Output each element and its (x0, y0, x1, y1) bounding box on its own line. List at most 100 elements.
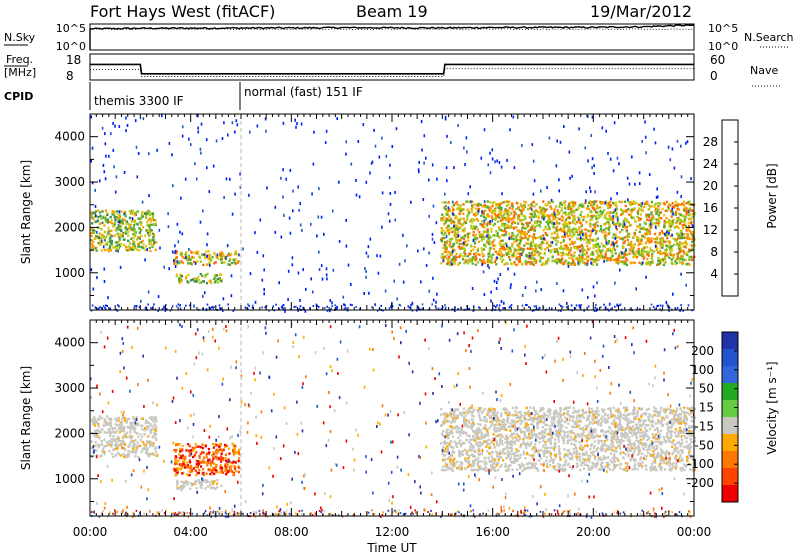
echo-cell (141, 424, 144, 427)
echo-cell (587, 259, 590, 262)
echo-cell (598, 249, 601, 252)
echo-cell (506, 413, 509, 416)
echo-cell (456, 228, 459, 232)
noise-cell (317, 215, 320, 219)
noise-cell (105, 154, 107, 158)
echo-cell (680, 254, 683, 257)
echo-cell (90, 235, 93, 238)
noise-cell (262, 254, 265, 258)
echo-cell (504, 208, 507, 211)
echo-cell (517, 439, 520, 442)
echo-cell (624, 200, 627, 203)
echo-cell (478, 235, 482, 239)
echo-cell (656, 210, 659, 213)
echo-cell (615, 258, 618, 261)
echo-cell (670, 258, 673, 261)
echo-cell (501, 248, 504, 251)
echo-cell (94, 420, 97, 423)
echo-cell (496, 411, 499, 414)
noise-cell (287, 298, 289, 301)
echo-cell (467, 262, 470, 265)
echo-cell (614, 421, 617, 425)
echo-cell (468, 232, 471, 235)
echo-cell (671, 445, 674, 449)
echo-cell (506, 200, 509, 203)
echo-cell (523, 426, 526, 429)
echo-cell (188, 469, 191, 473)
noise-cell (673, 166, 676, 170)
echo-cell (97, 435, 100, 438)
echo-cell (511, 242, 514, 246)
echo-cell (222, 458, 225, 462)
echo-cell (213, 480, 216, 483)
echo-cell (113, 211, 116, 214)
echo-cell (675, 239, 678, 242)
noise-cell (428, 178, 430, 182)
noise-cell (381, 225, 383, 229)
echo-cell (212, 457, 215, 460)
ground-cell (344, 306, 347, 309)
echo-cell (90, 446, 93, 450)
echo-cell (199, 481, 203, 484)
echo-cell (442, 246, 445, 250)
echo-cell (592, 260, 595, 263)
echo-cell (534, 261, 537, 264)
noise-cell (156, 148, 158, 152)
echo-cell (659, 249, 662, 252)
echo-cell (525, 242, 528, 245)
ground-cell (399, 304, 402, 307)
noise-cell (616, 192, 618, 195)
echo-cell (518, 248, 521, 251)
echo-cell (615, 228, 619, 231)
echo-cell (183, 482, 186, 485)
echo-cell (111, 426, 114, 430)
echo-cell (115, 429, 118, 432)
noise-cell (227, 133, 229, 137)
echo-cell (104, 209, 107, 212)
echo-cell (100, 228, 103, 231)
echo-cell (690, 258, 694, 262)
echo-cell (625, 225, 628, 229)
echo-cell (213, 262, 216, 265)
echo-cell (191, 447, 194, 450)
echo-cell (194, 465, 197, 468)
ground-cell (232, 309, 235, 312)
echo-cell (638, 452, 641, 455)
echo-cell (504, 227, 507, 230)
echo-cell (180, 260, 183, 263)
echo-cell (124, 230, 128, 233)
echo-cell (554, 205, 558, 208)
echo-cell (455, 239, 458, 242)
echo-cell (663, 222, 666, 225)
ground-cell (575, 304, 578, 307)
echo-cell (103, 230, 106, 234)
echo-cell (528, 234, 531, 238)
noise-cell (428, 214, 430, 218)
echo-cell (442, 229, 445, 232)
noise-cell (230, 294, 233, 298)
echo-cell (465, 221, 468, 225)
echo-cell (208, 261, 211, 264)
echo-cell (192, 260, 196, 263)
echo-cell (531, 228, 534, 231)
echo-cell (555, 412, 558, 415)
echo-cell (442, 219, 445, 222)
echo-cell (106, 241, 109, 244)
echo-cell (678, 261, 682, 264)
echo-cell (608, 445, 611, 448)
noise-cell (118, 125, 121, 128)
echo-cell (575, 221, 578, 224)
echo-cell (584, 458, 587, 461)
noise-cell (562, 289, 565, 293)
echo-cell (440, 217, 443, 220)
noise-cell (377, 271, 380, 275)
noise-cell (452, 212, 454, 216)
ground-cell (380, 304, 382, 307)
echo-cell (629, 213, 632, 216)
echo-cell (690, 244, 693, 247)
echo-cell (448, 263, 451, 267)
ground-cell (118, 305, 120, 308)
echo-cell (104, 218, 107, 222)
noise-cell (263, 292, 265, 296)
echo-cell (684, 221, 687, 224)
